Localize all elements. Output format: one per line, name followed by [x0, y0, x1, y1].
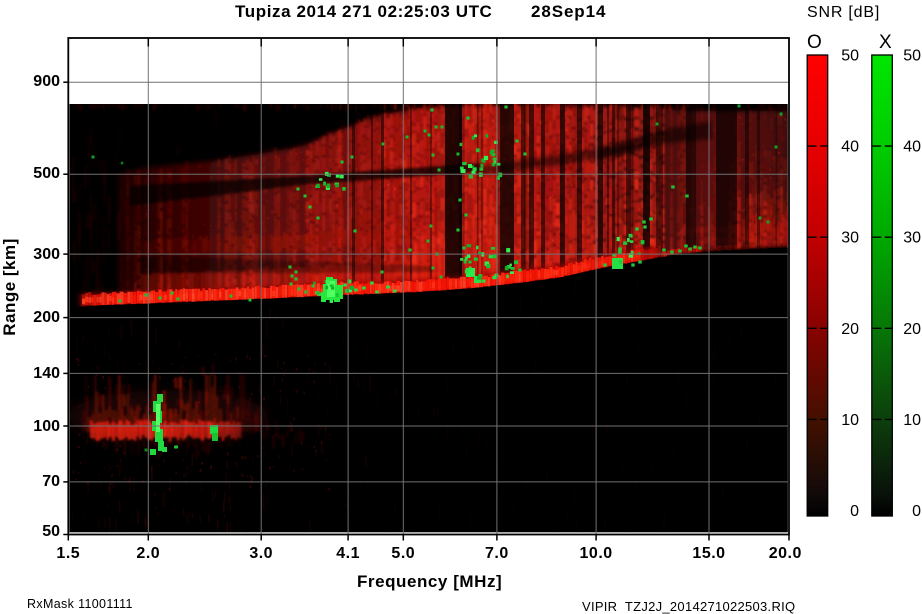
svg-text:50: 50 [841, 48, 859, 65]
svg-text:0: 0 [912, 503, 921, 520]
svg-text:30: 30 [903, 230, 921, 247]
svg-text:0: 0 [850, 503, 859, 520]
svg-text:10: 10 [841, 412, 859, 429]
svg-text:20: 20 [903, 321, 921, 338]
svg-text:30: 30 [841, 230, 859, 247]
svg-text:50: 50 [903, 48, 921, 65]
svg-text:10: 10 [903, 412, 921, 429]
svg-text:40: 40 [841, 139, 859, 156]
svg-text:40: 40 [903, 139, 921, 156]
svg-text:20: 20 [841, 321, 859, 338]
